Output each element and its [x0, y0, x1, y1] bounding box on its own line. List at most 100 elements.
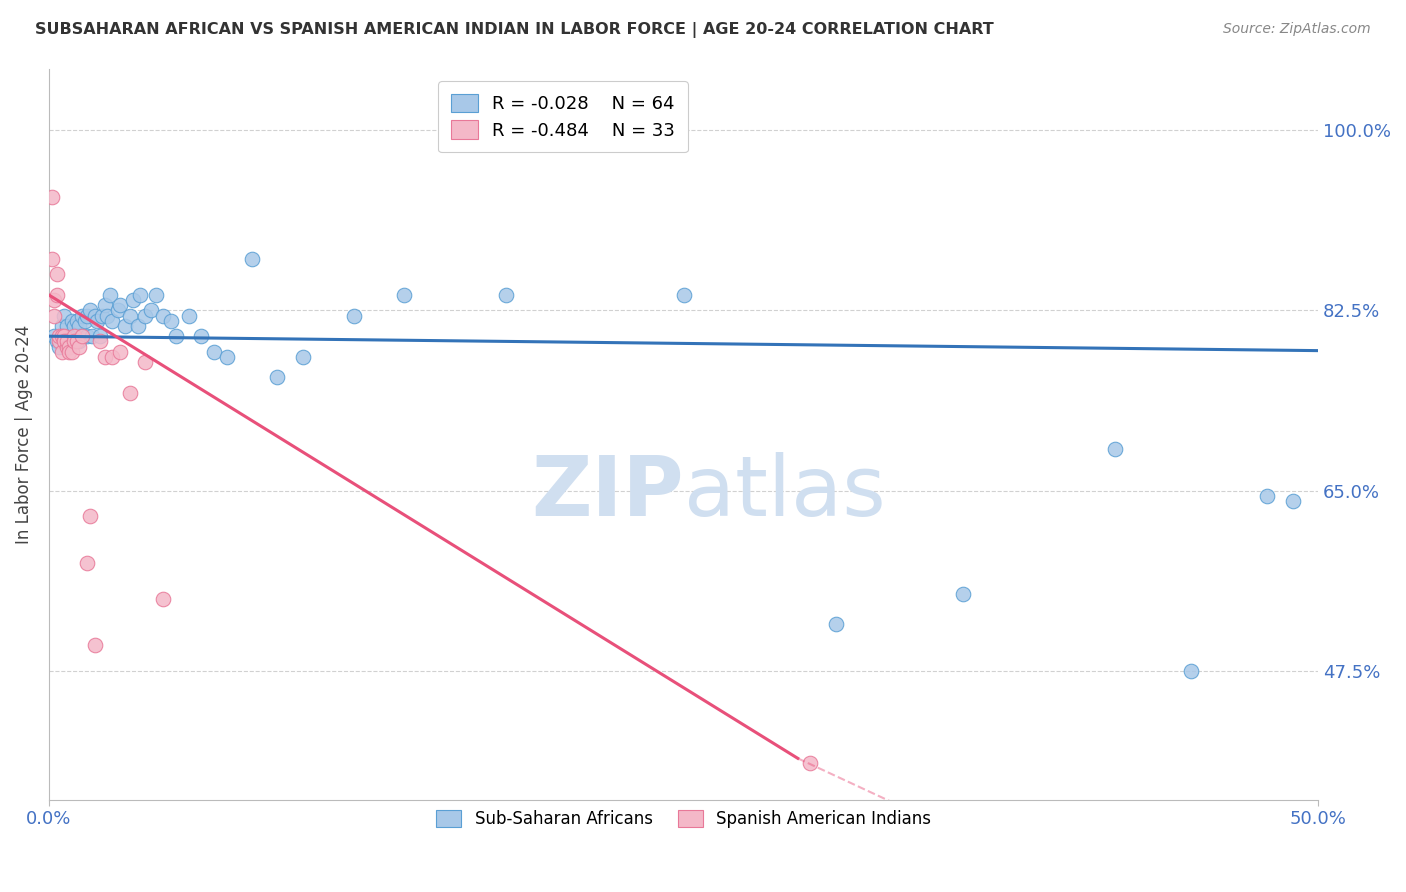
- Point: [96, 309, 118, 323]
- Point: [60, 314, 83, 328]
- Point: [215, 350, 238, 364]
- Point: [67, 334, 90, 349]
- Point: [42, 329, 65, 343]
- Point: [495, 288, 517, 302]
- Point: [76, 556, 98, 570]
- Point: [98, 288, 121, 302]
- Point: [159, 314, 181, 328]
- Point: [58, 339, 80, 353]
- Point: [129, 288, 152, 302]
- Point: [63, 334, 86, 349]
- Point: [45, 288, 67, 302]
- Point: [83, 638, 105, 652]
- Point: [266, 370, 288, 384]
- Point: [48, 339, 70, 353]
- Point: [114, 318, 136, 333]
- Point: [60, 329, 83, 343]
- Point: [202, 344, 225, 359]
- Point: [42, 309, 65, 323]
- Point: [66, 329, 89, 343]
- Point: [67, 318, 90, 333]
- Point: [70, 309, 93, 323]
- Point: [58, 339, 80, 353]
- Point: [79, 303, 101, 318]
- Point: [94, 298, 117, 312]
- Point: [121, 293, 143, 308]
- Point: [53, 334, 76, 349]
- Point: [42, 293, 65, 308]
- Text: ZIP: ZIP: [531, 452, 683, 533]
- Point: [55, 318, 77, 333]
- Point: [94, 350, 117, 364]
- Point: [45, 334, 67, 349]
- Point: [177, 309, 200, 323]
- Point: [53, 334, 76, 349]
- Point: [1104, 442, 1126, 457]
- Point: [66, 314, 89, 328]
- Point: [76, 329, 98, 343]
- Point: [240, 252, 263, 266]
- Point: [134, 355, 156, 369]
- Point: [73, 314, 96, 328]
- Y-axis label: In Labor Force | Age 20-24: In Labor Force | Age 20-24: [15, 325, 32, 543]
- Point: [55, 329, 77, 343]
- Point: [152, 309, 174, 323]
- Legend: Sub-Saharan Africans, Spanish American Indians: Sub-Saharan Africans, Spanish American I…: [430, 804, 938, 835]
- Point: [58, 334, 80, 349]
- Point: [66, 334, 89, 349]
- Text: Source: ZipAtlas.com: Source: ZipAtlas.com: [1223, 22, 1371, 37]
- Point: [134, 309, 156, 323]
- Point: [58, 344, 80, 359]
- Point: [165, 329, 187, 343]
- Point: [60, 344, 83, 359]
- Point: [799, 756, 821, 771]
- Point: [1256, 489, 1278, 503]
- Point: [824, 617, 846, 632]
- Point: [41, 252, 63, 266]
- Point: [120, 309, 142, 323]
- Point: [145, 288, 167, 302]
- Point: [70, 329, 93, 343]
- Point: [55, 339, 77, 353]
- Point: [53, 309, 76, 323]
- Point: [89, 334, 111, 349]
- Point: [139, 303, 162, 318]
- Point: [952, 586, 974, 600]
- Point: [51, 329, 73, 343]
- Point: [51, 318, 73, 333]
- Point: [190, 329, 212, 343]
- Point: [1180, 664, 1202, 678]
- Point: [67, 339, 90, 353]
- Point: [76, 309, 98, 323]
- Point: [53, 329, 76, 343]
- Point: [82, 329, 104, 343]
- Point: [79, 509, 101, 524]
- Point: [101, 350, 124, 364]
- Point: [51, 329, 73, 343]
- Point: [342, 309, 364, 323]
- Point: [108, 298, 131, 312]
- Point: [1281, 494, 1303, 508]
- Point: [107, 303, 129, 318]
- Point: [86, 314, 108, 328]
- Point: [51, 344, 73, 359]
- Point: [672, 288, 695, 302]
- Point: [41, 190, 63, 204]
- Point: [63, 318, 86, 333]
- Point: [152, 591, 174, 606]
- Point: [45, 268, 67, 282]
- Point: [63, 329, 86, 343]
- Point: [55, 334, 77, 349]
- Point: [101, 314, 124, 328]
- Text: SUBSAHARAN AFRICAN VS SPANISH AMERICAN INDIAN IN LABOR FORCE | AGE 20-24 CORRELA: SUBSAHARAN AFRICAN VS SPANISH AMERICAN I…: [35, 22, 994, 38]
- Point: [63, 334, 86, 349]
- Point: [89, 329, 111, 343]
- Point: [48, 334, 70, 349]
- Point: [83, 309, 105, 323]
- Point: [91, 309, 114, 323]
- Point: [291, 350, 314, 364]
- Point: [127, 318, 149, 333]
- Point: [120, 385, 142, 400]
- Text: atlas: atlas: [683, 452, 886, 533]
- Point: [394, 288, 416, 302]
